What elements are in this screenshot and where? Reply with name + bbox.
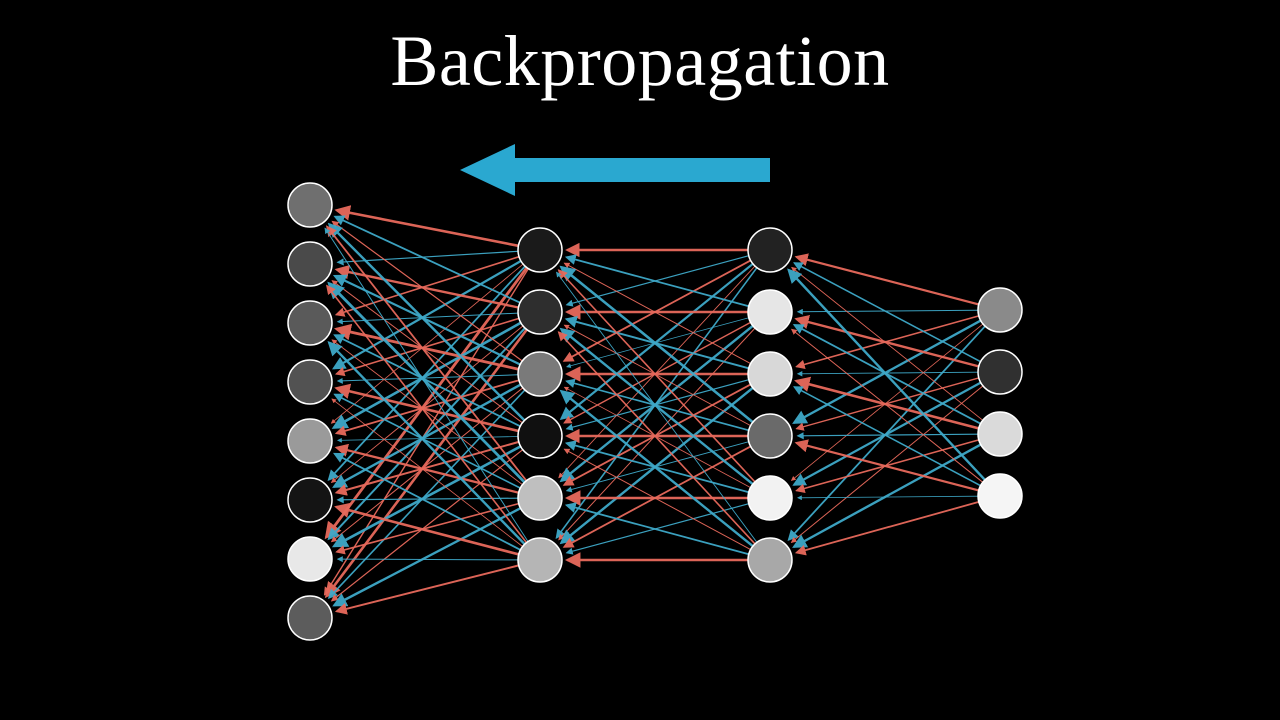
edge [567, 318, 749, 367]
edge [567, 256, 749, 305]
node-l1-n1 [518, 290, 562, 334]
node-l2-n3 [748, 414, 792, 458]
edge [797, 257, 979, 304]
edge [795, 445, 981, 547]
edge [567, 504, 749, 553]
node-l2-n0 [748, 228, 792, 272]
edge [792, 330, 983, 483]
edge [337, 257, 519, 315]
node-l2-n5 [748, 538, 792, 582]
node-l0-n4 [288, 419, 332, 463]
edge [562, 392, 753, 547]
node-l1-n2 [518, 352, 562, 396]
node-l2-n2 [748, 352, 792, 396]
node-l0-n0 [288, 183, 332, 227]
node-l0-n7 [288, 596, 332, 640]
node-l1-n3 [518, 414, 562, 458]
edge [338, 498, 518, 500]
edge [559, 328, 755, 539]
edge [567, 380, 749, 429]
node-l0-n3 [288, 360, 332, 404]
node-l2-n1 [748, 290, 792, 334]
node-l0-n2 [288, 301, 332, 345]
edges-group [325, 210, 985, 611]
edge [559, 333, 755, 544]
edge [338, 437, 518, 441]
edge [567, 381, 749, 430]
backprop-arrow-icon [460, 144, 770, 196]
edge [795, 263, 981, 362]
node-l0-n5 [288, 478, 332, 522]
edge [559, 266, 755, 477]
edge [562, 264, 753, 419]
edge [559, 271, 755, 482]
node-l1-n0 [518, 228, 562, 272]
edge [567, 442, 749, 491]
edge [792, 268, 983, 421]
node-l3-n1 [978, 350, 1022, 394]
node-l3-n2 [978, 412, 1022, 456]
node-l2-n4 [748, 476, 792, 520]
edge [337, 318, 519, 373]
edge [335, 508, 521, 605]
edge [795, 321, 981, 423]
network-diagram [0, 0, 1280, 720]
edge [338, 210, 519, 245]
edge [562, 268, 753, 423]
edge [795, 383, 981, 485]
node-l0-n6 [288, 537, 332, 581]
edge [797, 502, 979, 553]
node-l1-n5 [518, 538, 562, 582]
edge [798, 434, 978, 436]
node-l0-n1 [288, 242, 332, 286]
edge [562, 330, 753, 485]
node-l3-n0 [978, 288, 1022, 332]
edge [567, 257, 749, 306]
node-l3-n3 [978, 474, 1022, 518]
node-l1-n4 [518, 476, 562, 520]
